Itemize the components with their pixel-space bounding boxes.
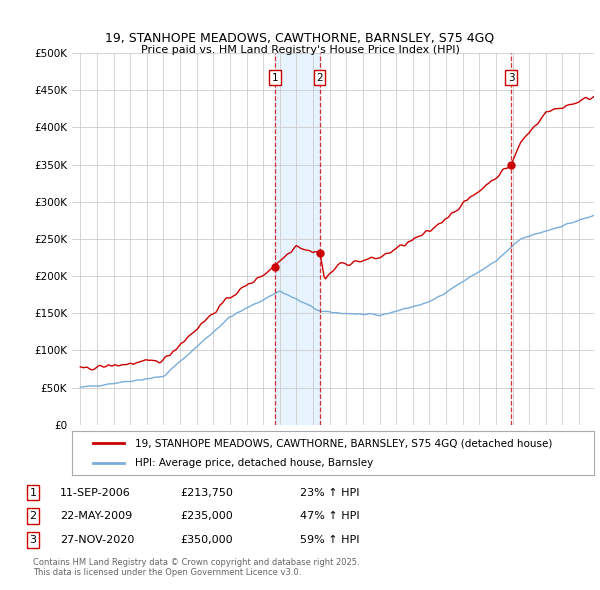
Text: 19, STANHOPE MEADOWS, CAWTHORNE, BARNSLEY, S75 4GQ (detached house): 19, STANHOPE MEADOWS, CAWTHORNE, BARNSLE… [134,438,552,448]
Text: HPI: Average price, detached house, Barnsley: HPI: Average price, detached house, Barn… [134,458,373,468]
Text: 1: 1 [29,488,37,497]
Text: 22-MAY-2009: 22-MAY-2009 [60,512,132,521]
Text: 59% ↑ HPI: 59% ↑ HPI [300,535,359,545]
Bar [275,53,320,425]
Text: £350,000: £350,000 [180,535,233,545]
Text: £235,000: £235,000 [180,512,233,521]
Text: Contains HM Land Registry data © Crown copyright and database right 2025.
This d: Contains HM Land Registry data © Crown c… [33,558,359,577]
Text: 47% ↑ HPI: 47% ↑ HPI [300,512,359,521]
Text: 2: 2 [29,512,37,521]
Text: 23% ↑ HPI: 23% ↑ HPI [300,488,359,497]
Text: 2: 2 [316,73,323,83]
Text: 3: 3 [29,535,37,545]
Text: Price paid vs. HM Land Registry's House Price Index (HPI): Price paid vs. HM Land Registry's House … [140,45,460,55]
Text: £213,750: £213,750 [180,488,233,497]
Text: 3: 3 [508,73,514,83]
Text: 11-SEP-2006: 11-SEP-2006 [60,488,131,497]
Text: 1: 1 [271,73,278,83]
Text: 19, STANHOPE MEADOWS, CAWTHORNE, BARNSLEY, S75 4GQ: 19, STANHOPE MEADOWS, CAWTHORNE, BARNSLE… [106,32,494,45]
Text: 27-NOV-2020: 27-NOV-2020 [60,535,134,545]
